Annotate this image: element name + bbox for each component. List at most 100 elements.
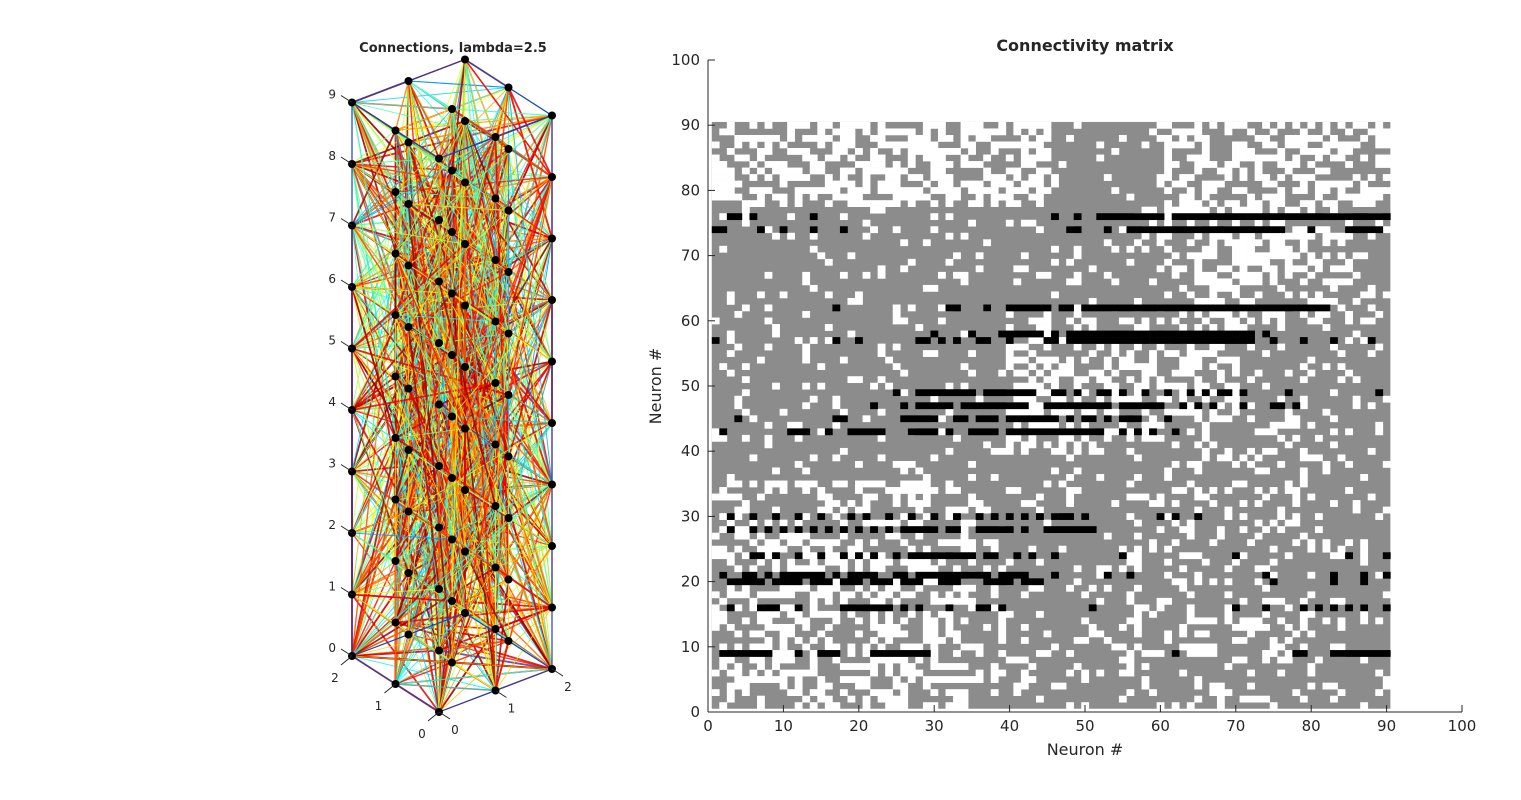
- matrix-cell-empty: [975, 265, 984, 273]
- matrix-cell-empty: [749, 669, 758, 677]
- matrix-cell-empty: [1141, 682, 1150, 690]
- matrix-cell-strong: [1269, 304, 1278, 312]
- network-edge: [451, 108, 509, 334]
- matrix-cell-empty: [885, 487, 894, 494]
- matrix-cell-strong: [855, 337, 863, 344]
- matrix-cell-empty: [855, 376, 863, 384]
- matrix-cell-empty: [877, 434, 886, 442]
- matrix-cell-empty: [809, 161, 818, 168]
- matrix-cell-empty: [1299, 180, 1308, 188]
- matrix-cell-empty: [1043, 441, 1052, 449]
- network-edge: [351, 286, 397, 439]
- matrix-cell-empty: [809, 604, 818, 612]
- matrix-cell-empty: [1081, 408, 1090, 416]
- matrix-cell-empty: [1179, 174, 1188, 181]
- matrix-cell-empty: [817, 591, 826, 599]
- matrix-cell-empty: [855, 584, 863, 592]
- matrix-cell-empty: [1299, 128, 1308, 136]
- matrix-cell-strong: [922, 389, 931, 397]
- matrix-cell-strong: [1058, 526, 1067, 533]
- matrix-cell-empty: [1013, 395, 1022, 403]
- matrix-cell-strong: [1073, 389, 1082, 397]
- matrix-cell-empty: [817, 141, 826, 149]
- matrix-cell-empty: [1216, 311, 1225, 318]
- matrix-cell-empty: [1149, 539, 1157, 547]
- matrix-cell-strong: [824, 428, 833, 436]
- matrix-cell-empty: [855, 148, 863, 155]
- matrix-cell-empty: [1254, 565, 1263, 573]
- matrix-cell-empty: [1149, 356, 1157, 364]
- matrix-cell-empty: [937, 154, 946, 162]
- matrix-cell-empty: [1186, 591, 1195, 599]
- matrix-cell-empty: [824, 552, 833, 560]
- matrix-cell-empty: [734, 545, 743, 553]
- matrix-cell-strong: [862, 428, 871, 436]
- matrix-cell-empty: [1224, 454, 1233, 462]
- matrix-cell-empty: [975, 500, 984, 507]
- matrix-cell-empty: [1239, 297, 1248, 305]
- matrix-cell-empty: [915, 643, 924, 651]
- matrix-cell-empty: [779, 141, 788, 149]
- matrix-cell-strong: [1337, 213, 1346, 221]
- matrix-cell-empty: [832, 702, 841, 710]
- matrix-cell-empty: [832, 617, 841, 625]
- matrix-cell-strong: [1035, 578, 1044, 586]
- matrix-cell-empty: [960, 330, 969, 338]
- network-node: [504, 206, 513, 215]
- matrix-cell-strong: [975, 415, 984, 423]
- matrix-cell-strong: [975, 571, 984, 579]
- matrix-cell-strong: [1043, 402, 1052, 410]
- matrix-cell-empty: [1171, 487, 1180, 494]
- matrix-cell-empty: [1020, 623, 1029, 631]
- matrix-cell-empty: [922, 493, 931, 501]
- matrix-cell-empty: [877, 643, 886, 651]
- matrix-cell-empty: [900, 460, 909, 468]
- matrix-cell-empty: [1352, 174, 1361, 181]
- matrix-cell-strong: [1284, 213, 1293, 221]
- matrix-cell-strong: [1171, 226, 1180, 234]
- matrix-cell-empty: [983, 506, 992, 514]
- matrix-cell-empty: [1337, 350, 1346, 357]
- matrix-cell-strong: [998, 571, 1007, 579]
- network-node: [548, 296, 556, 304]
- matrix-cell-empty: [1186, 200, 1195, 207]
- matrix-cell-empty: [832, 421, 841, 429]
- matrix-cell-empty: [1269, 558, 1278, 566]
- matrix-cell-empty: [922, 513, 931, 520]
- matrix-cell-empty: [1066, 500, 1074, 507]
- matrix-cell-empty: [1239, 121, 1248, 129]
- matrix-cell-empty: [1096, 565, 1105, 573]
- matrix-cell-empty: [1284, 552, 1293, 560]
- matrix-cell-strong: [975, 428, 984, 436]
- matrix-cell-strong: [968, 402, 976, 410]
- matrix-cell-empty: [794, 610, 803, 618]
- matrix-cell-empty: [1179, 265, 1188, 273]
- matrix-cell-empty: [711, 591, 720, 599]
- matrix-cell-empty: [711, 604, 720, 612]
- matrix-cell-empty: [711, 167, 720, 175]
- matrix-cell-empty: [953, 676, 961, 683]
- matrix-cell-empty: [734, 506, 743, 514]
- matrix-cell-empty: [960, 539, 969, 547]
- matrix-cell-empty: [953, 252, 961, 260]
- matrix-cell-empty: [855, 480, 863, 488]
- x-axis-ticks: 0 10 20 30 40 50 60 70 80 90 100: [703, 705, 1476, 735]
- network-title: Connections, lambda=2.5: [359, 41, 547, 56]
- matrix-cell-empty: [900, 141, 909, 149]
- matrix-cell-empty: [855, 460, 863, 468]
- matrix-cell-empty: [1156, 493, 1165, 501]
- matrix-cell-empty: [1020, 395, 1029, 403]
- matrix-cell-empty: [1284, 134, 1293, 142]
- matrix-cell-empty: [1073, 245, 1082, 253]
- matrix-cell-empty: [832, 610, 841, 618]
- matrix-cell-empty: [1352, 395, 1361, 403]
- matrix-cell-empty: [1035, 650, 1044, 657]
- matrix-cell-empty: [900, 467, 909, 475]
- matrix-cell-strong: [794, 526, 803, 533]
- network-node: [504, 637, 513, 645]
- matrix-cell-empty: [885, 623, 894, 631]
- matrix-cell-empty: [1367, 291, 1376, 299]
- matrix-cell-empty: [998, 121, 1007, 129]
- matrix-cell-strong: [779, 226, 788, 234]
- matrix-cell-empty: [1254, 167, 1263, 175]
